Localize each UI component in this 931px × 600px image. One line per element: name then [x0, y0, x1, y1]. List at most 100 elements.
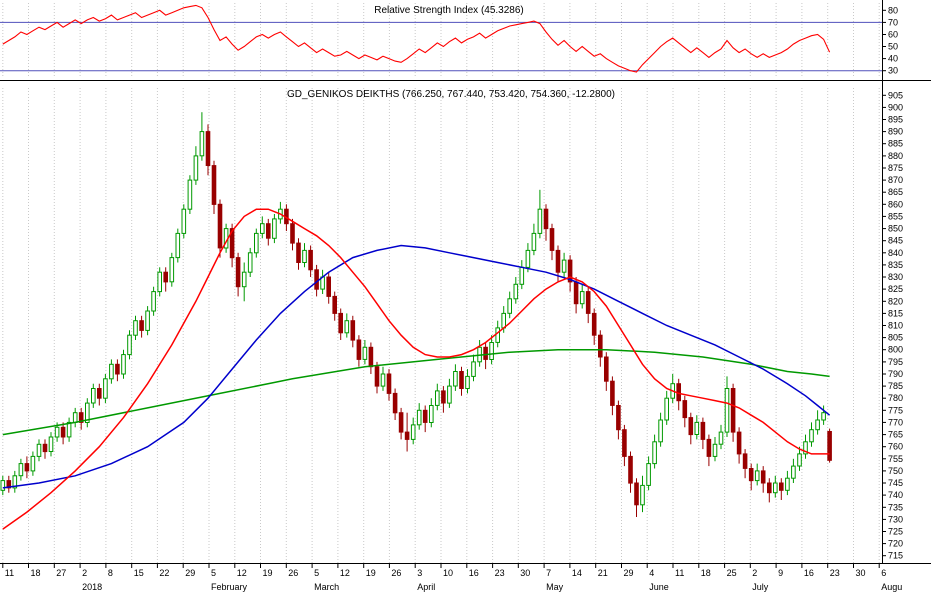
svg-text:805: 805: [888, 333, 903, 343]
svg-text:830: 830: [888, 272, 903, 282]
svg-text:8: 8: [108, 568, 113, 578]
svg-text:50: 50: [888, 42, 898, 52]
svg-text:2: 2: [752, 568, 757, 578]
svg-text:720: 720: [888, 539, 903, 549]
svg-text:890: 890: [888, 127, 903, 137]
svg-text:5: 5: [314, 568, 319, 578]
svg-text:885: 885: [888, 139, 903, 149]
svg-text:12: 12: [340, 568, 350, 578]
svg-text:18: 18: [31, 568, 41, 578]
svg-text:810: 810: [888, 321, 903, 331]
svg-text:26: 26: [391, 568, 401, 578]
svg-text:7: 7: [546, 568, 551, 578]
svg-text:30: 30: [888, 66, 898, 76]
svg-text:850: 850: [888, 224, 903, 234]
candles-up: [0, 112, 826, 513]
svg-text:12: 12: [237, 568, 247, 578]
svg-text:3: 3: [417, 568, 422, 578]
svg-text:765: 765: [888, 430, 903, 440]
svg-text:835: 835: [888, 260, 903, 270]
svg-text:785: 785: [888, 381, 903, 391]
svg-text:19: 19: [263, 568, 273, 578]
svg-text:29: 29: [624, 568, 634, 578]
svg-text:February: February: [211, 582, 248, 592]
svg-text:855: 855: [888, 211, 903, 221]
svg-text:30: 30: [520, 568, 530, 578]
svg-text:70: 70: [888, 17, 898, 27]
svg-text:820: 820: [888, 296, 903, 306]
svg-text:30: 30: [856, 568, 866, 578]
svg-text:April: April: [417, 582, 435, 592]
ma-fast-line: [2, 208, 830, 530]
svg-text:880: 880: [888, 151, 903, 161]
price-title: GD_GENIKOS DEIKTHS (766.250, 767.440, 75…: [287, 89, 615, 100]
svg-text:770: 770: [888, 417, 903, 427]
svg-text:725: 725: [888, 527, 903, 537]
svg-text:9: 9: [778, 568, 783, 578]
svg-text:15: 15: [134, 568, 144, 578]
axis-labels: 80 70 60 50 40 30 905 900 895 890 885 880 875 870 865 8…: [882, 5, 903, 561]
svg-text:2018: 2018: [82, 582, 102, 592]
svg-text:795: 795: [888, 357, 903, 367]
x-axis-labels: 11 18 27 2 8 15 22 29 5 12 19 26 5 12 19 26 3 10 16 23 30 7 14…: [2, 563, 886, 578]
rsi-title: Relative Strength Index (45.3286): [374, 5, 524, 16]
svg-text:860: 860: [888, 199, 903, 209]
month-labels: 2018 February March April May June July Augu: [82, 582, 902, 592]
ma-medium-line: [2, 244, 831, 489]
svg-text:740: 740: [888, 490, 903, 500]
svg-text:895: 895: [888, 115, 903, 125]
svg-text:11: 11: [5, 568, 14, 578]
candles-down: [6, 124, 832, 517]
svg-text:March: March: [314, 582, 339, 592]
svg-text:735: 735: [888, 502, 903, 512]
svg-text:10: 10: [443, 568, 453, 578]
svg-text:22: 22: [159, 568, 169, 578]
rsi-line: [2, 4, 831, 73]
svg-text:760: 760: [888, 442, 903, 452]
svg-text:905: 905: [888, 90, 903, 100]
svg-text:815: 815: [888, 308, 903, 318]
svg-text:845: 845: [888, 236, 903, 246]
svg-text:780: 780: [888, 393, 903, 403]
svg-text:27: 27: [56, 568, 66, 578]
svg-text:775: 775: [888, 405, 903, 415]
svg-text:40: 40: [888, 54, 898, 64]
svg-text:750: 750: [888, 466, 903, 476]
svg-text:23: 23: [830, 568, 840, 578]
svg-text:60: 60: [888, 30, 898, 40]
svg-text:23: 23: [495, 568, 505, 578]
svg-text:14: 14: [572, 568, 582, 578]
svg-text:19: 19: [366, 568, 376, 578]
svg-text:June: June: [649, 582, 669, 592]
svg-text:21: 21: [598, 568, 608, 578]
svg-text:25: 25: [727, 568, 737, 578]
svg-text:875: 875: [888, 163, 903, 173]
svg-text:16: 16: [469, 568, 479, 578]
svg-text:825: 825: [888, 284, 903, 294]
svg-text:29: 29: [185, 568, 195, 578]
price-plot-area[interactable]: [0, 82, 882, 563]
svg-text:16: 16: [804, 568, 814, 578]
svg-text:18: 18: [701, 568, 711, 578]
svg-text:Augu: Augu: [881, 582, 902, 592]
svg-text:865: 865: [888, 187, 903, 197]
svg-text:715: 715: [888, 551, 903, 561]
rsi-plot-area[interactable]: [0, 2, 882, 80]
svg-text:900: 900: [888, 102, 903, 112]
svg-text:800: 800: [888, 345, 903, 355]
svg-text:745: 745: [888, 478, 903, 488]
svg-text:4: 4: [649, 568, 654, 578]
svg-text:790: 790: [888, 369, 903, 379]
svg-text:May: May: [546, 582, 564, 592]
svg-text:6: 6: [881, 568, 886, 578]
svg-text:5: 5: [211, 568, 216, 578]
ma-slow-line: [2, 348, 830, 436]
svg-text:840: 840: [888, 248, 903, 258]
svg-text:80: 80: [888, 5, 898, 15]
svg-text:11: 11: [675, 568, 684, 578]
svg-text:26: 26: [288, 568, 298, 578]
svg-text:2: 2: [82, 568, 87, 578]
